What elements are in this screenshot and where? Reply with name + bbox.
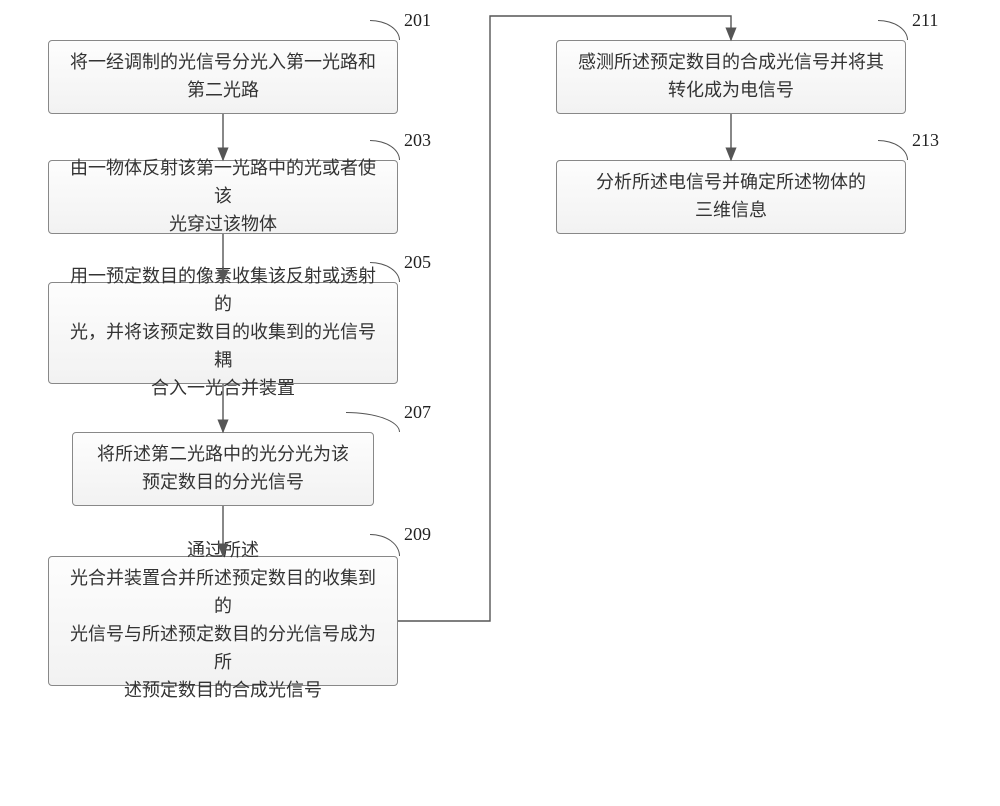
step-label-201: 201 [404,10,431,31]
step-label-209: 209 [404,524,431,545]
flow-node-213: 分析所述电信号并确定所述物体的 三维信息 [556,160,906,234]
flow-node-203: 由一物体反射该第一光路中的光或者使该 光穿过该物体 [48,160,398,234]
callout-curve [370,20,400,40]
callout-curve [370,262,400,282]
callout-curve [346,412,400,432]
flow-node-211: 感测所述预定数目的合成光信号并将其 转化成为电信号 [556,40,906,114]
flow-node-205: 用一预定数目的像素收集该反射或透射的 光，并将该预定数目的收集到的光信号耦 合入… [48,282,398,384]
step-label-203: 203 [404,130,431,151]
callout-curve [370,140,400,160]
callout-curve [878,140,908,160]
flow-node-207: 将所述第二光路中的光分光为该 预定数目的分光信号 [72,432,374,506]
callout-curve [370,534,400,556]
flow-node-201: 将一经调制的光信号分光入第一光路和 第二光路 [48,40,398,114]
step-label-207: 207 [404,402,431,423]
callout-curve [878,20,908,40]
flow-node-209: 通过所述 光合并装置合并所述预定数目的收集到的 光信号与所述预定数目的分光信号成… [48,556,398,686]
step-label-211: 211 [912,10,938,31]
step-label-213: 213 [912,130,939,151]
step-label-205: 205 [404,252,431,273]
